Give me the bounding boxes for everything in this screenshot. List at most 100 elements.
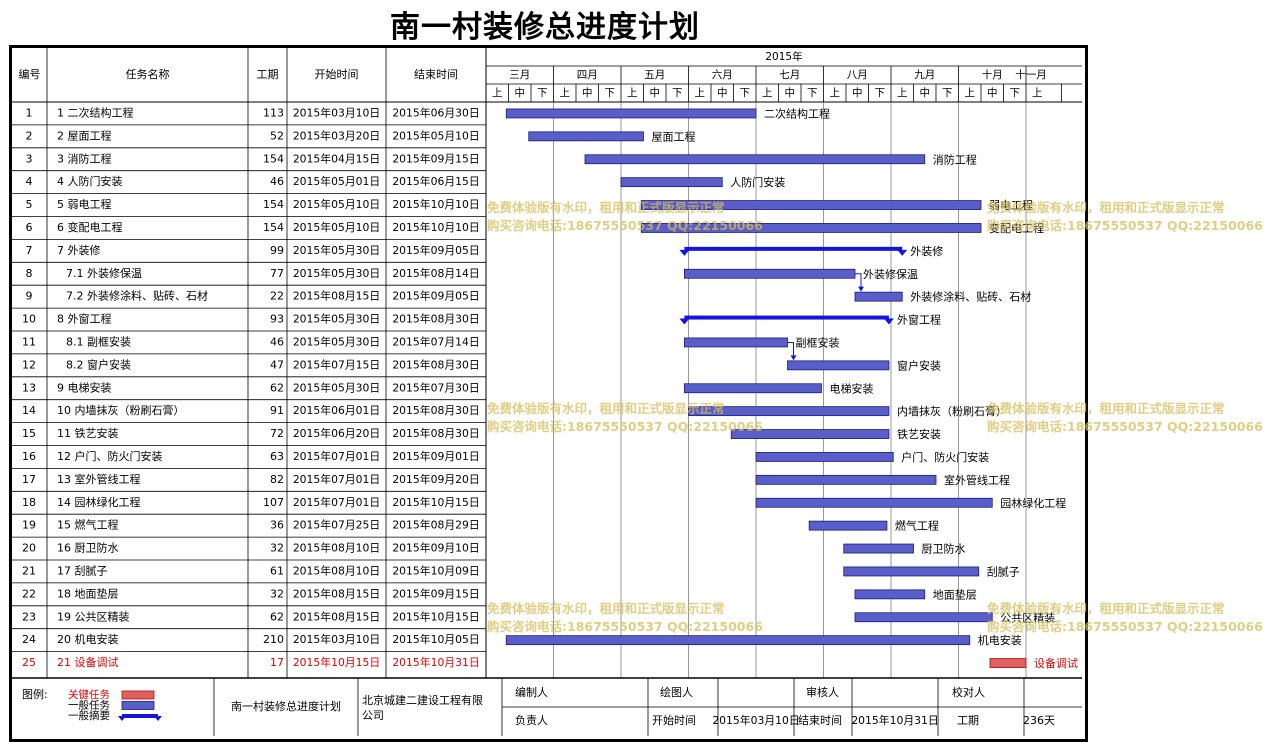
- bar-label: 户门、防火门安装: [901, 450, 989, 464]
- table-row: 24 20 机电安装 210 2015年03月10日 2015年10月05日: [22, 632, 480, 646]
- table-row: 3 3 消防工程 154 2015年04月15日 2015年09月15日: [26, 151, 480, 165]
- task-end: 2015年10月05日: [392, 632, 479, 646]
- task-bar: [684, 268, 856, 279]
- bar-label: 外装修: [910, 244, 943, 258]
- bar-label: 变配电工程: [989, 221, 1044, 235]
- task-start: 2015年05月30日: [293, 334, 380, 348]
- dekad-label: 中: [920, 86, 931, 99]
- task-id: 5: [26, 198, 33, 211]
- task-duration: 52: [270, 129, 284, 142]
- bar-label: 人防门安装: [730, 175, 785, 189]
- task-bar: [854, 589, 926, 600]
- bar-label: 设备调试: [1034, 656, 1078, 670]
- footer-label: 负责人: [515, 713, 548, 727]
- task-duration: 46: [270, 335, 284, 348]
- task-start: 2015年03月20日: [293, 128, 380, 142]
- task-duration: 93: [270, 313, 284, 326]
- bar-label: 内墙抹灰（粉刷石膏）: [897, 404, 1007, 418]
- task-end: 2015年08月14日: [392, 266, 479, 280]
- table-row: 21 17 刮腻子 61 2015年08月10日 2015年10月09日: [22, 563, 480, 577]
- dekad-label: 上: [897, 87, 908, 99]
- task-name: 7.2 外装修涂料、贴砖、石材: [66, 289, 208, 303]
- task-end: 2015年08月29日: [392, 518, 479, 532]
- dekad-label: 下: [740, 87, 751, 99]
- task-bar: [854, 612, 993, 623]
- bar-label: 地面垫层: [933, 587, 977, 601]
- bar-label: 外窗工程: [897, 313, 941, 327]
- footer-company: 北京城建二建设工程有限: [362, 693, 483, 707]
- task-name: 18 地面垫层: [57, 586, 119, 600]
- column-header: 工期: [257, 68, 279, 81]
- task-start: 2015年10月15日: [293, 655, 380, 669]
- task-duration: 154: [263, 221, 284, 234]
- task-bar: [843, 566, 980, 577]
- dependency-arrow: [855, 273, 862, 289]
- footer-value: 2015年03月10日: [712, 713, 799, 727]
- footer-label: 审核人: [806, 685, 839, 699]
- table-row: 25 21 设备调试 17 2015年10月15日 2015年10月31日: [22, 655, 480, 669]
- task-name: 5 弱电工程: [57, 198, 112, 211]
- table-row: 19 15 燃气工程 36 2015年07月25日 2015年08月29日: [22, 518, 480, 532]
- task-id: 7: [26, 244, 33, 257]
- dependency-arrow: [787, 341, 794, 358]
- table-row: 13 9 电梯安装 62 2015年05月30日 2015年07月30日: [22, 380, 480, 394]
- dekad-label: 上: [492, 87, 503, 99]
- dekad-label: 下: [807, 87, 818, 99]
- task-duration: 154: [263, 152, 284, 165]
- task-name: 13 室外管线工程: [57, 472, 141, 486]
- task-bar: [808, 520, 888, 531]
- table-row: 20 16 厨卫防水 32 2015年08月10日 2015年09月10日: [22, 541, 480, 555]
- grid-lines: [12, 48, 1082, 678]
- task-id: 2: [26, 129, 33, 142]
- month-label: 八月: [847, 69, 868, 81]
- task-start: 2015年05月10日: [293, 220, 380, 234]
- task-name: 11 铁艺安装: [57, 426, 119, 440]
- dekad-label: 中: [650, 86, 661, 99]
- bar-label: 消防工程: [933, 152, 977, 166]
- table-row: 22 18 地面垫层 32 2015年08月15日 2015年09月15日: [22, 586, 480, 600]
- dekad-label: 上: [695, 87, 706, 99]
- table-row: 12 8.2 窗户安装 47 2015年07月15日 2015年08月30日: [22, 357, 480, 371]
- task-end: 2015年09月15日: [392, 586, 479, 600]
- bar-label: 窗户安装: [897, 358, 941, 372]
- table-row: 10 8 外窗工程 93 2015年05月30日 2015年08月30日: [22, 312, 480, 326]
- task-end: 2015年10月10日: [392, 220, 479, 234]
- footer-label: 工期: [957, 714, 979, 727]
- task-duration: 62: [270, 381, 284, 394]
- table-row: 5 5 弱电工程 154 2015年05月10日 2015年10月10日: [26, 197, 480, 211]
- task-id: 1: [26, 106, 33, 119]
- summary-bar-cap: [679, 249, 690, 256]
- task-name: 2 屋面工程: [57, 129, 112, 142]
- table-row: 18 14 园林绿化工程 107 2015年07月01日 2015年10月15日: [22, 495, 480, 509]
- month-label: 三月: [509, 69, 530, 81]
- task-id: 16: [22, 450, 36, 463]
- task-id: 3: [26, 152, 33, 165]
- task-duration: 17: [270, 656, 284, 669]
- task-end: 2015年10月10日: [392, 197, 479, 211]
- task-bar: [854, 291, 903, 302]
- dekad-label: 上: [1032, 87, 1043, 99]
- column-header: 任务名称: [126, 67, 170, 81]
- task-start: 2015年07月01日: [293, 472, 380, 486]
- dependency-arrowhead: [858, 286, 864, 292]
- table-header: 2015年编号 任务名称 工期 开始时间 结束时间 三月上中下四月上中下五月上中下六月上中…: [19, 50, 1082, 102]
- month-label: 十月: [982, 68, 1003, 81]
- footer-label: 校对人: [952, 685, 985, 699]
- task-end: 2015年10月15日: [392, 495, 479, 509]
- task-id: 17: [22, 473, 36, 486]
- task-start: 2015年05月30日: [293, 243, 380, 257]
- task-id: 9: [26, 290, 33, 303]
- task-name: 7 外装修: [57, 243, 101, 257]
- task-end: 2015年07月14日: [392, 334, 479, 348]
- task-start: 2015年07月15日: [293, 357, 380, 371]
- task-name: 4 人防门安装: [57, 174, 123, 188]
- task-start: 2015年07月25日: [293, 518, 380, 532]
- dekad-label: 下: [875, 87, 886, 99]
- legend-swatch-critical: [121, 690, 155, 700]
- task-id: 18: [22, 496, 36, 509]
- task-duration: 61: [270, 564, 284, 577]
- dekad-label: 上: [560, 87, 571, 99]
- task-start: 2015年07月01日: [293, 495, 380, 509]
- footer-label: 开始时间: [652, 713, 696, 727]
